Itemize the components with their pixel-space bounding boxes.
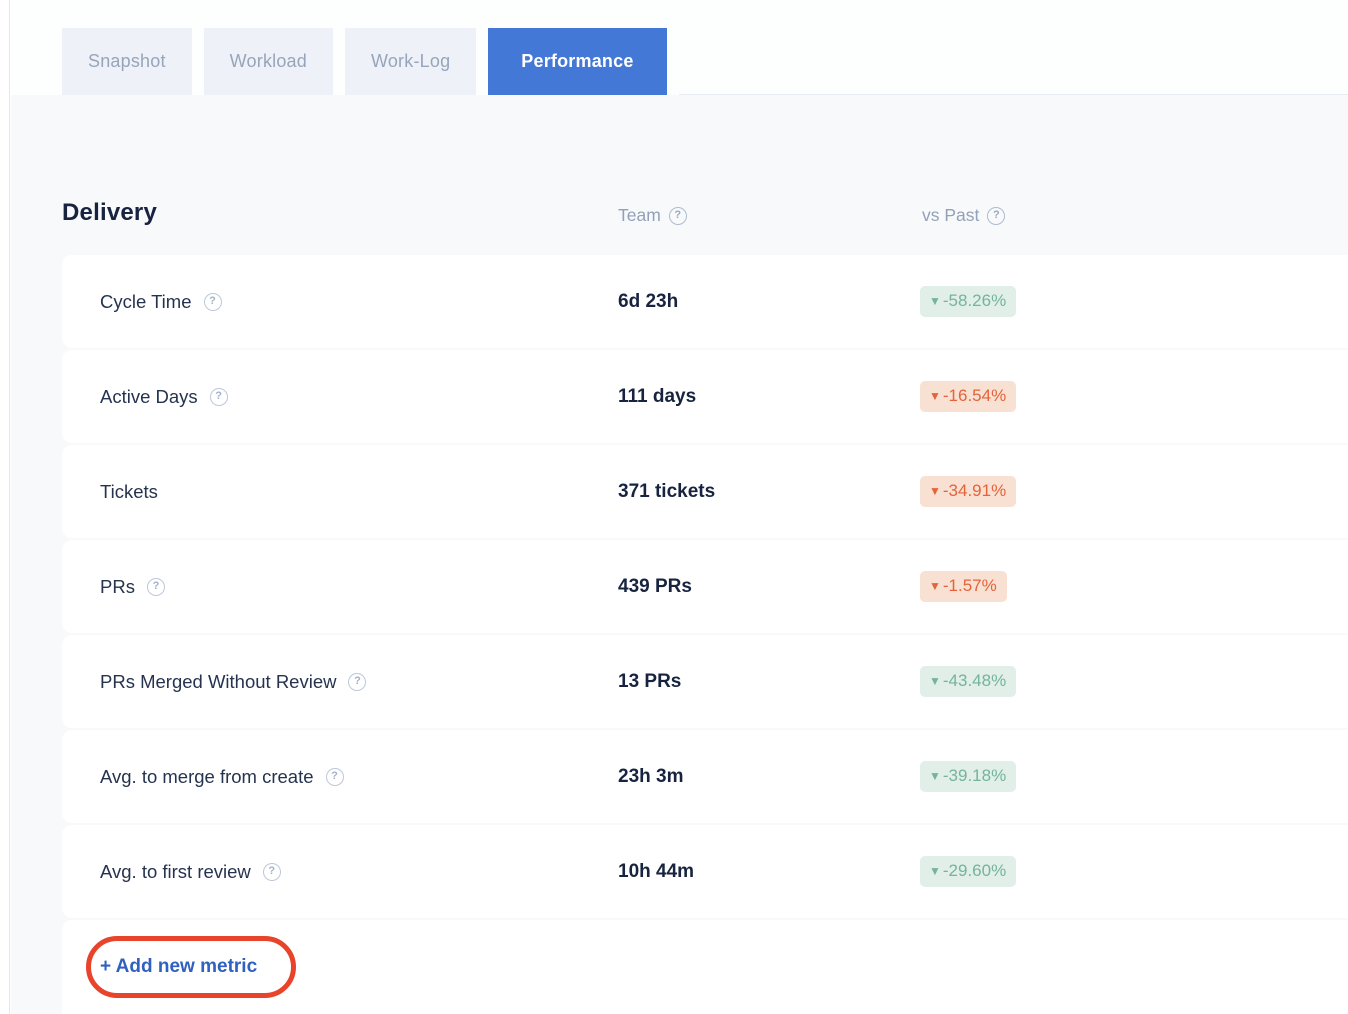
metric-value: 439 PRs bbox=[618, 575, 692, 597]
tab-snapshot[interactable]: Snapshot bbox=[62, 28, 192, 95]
help-icon[interactable]: ? bbox=[325, 767, 344, 786]
change-badge: ▼ -43.48% bbox=[920, 666, 1017, 697]
metric-label: Avg. to first review bbox=[100, 860, 251, 882]
change-badge: ▼ -29.60% bbox=[920, 856, 1017, 887]
metric-label-group: Avg. to first review ? bbox=[62, 861, 281, 883]
metric-label-group: PRs ? bbox=[62, 576, 165, 598]
down-arrow-icon: ▼ bbox=[929, 864, 941, 878]
change-percent: -34.91% bbox=[942, 481, 1007, 500]
change-badge: ▼ -1.57% bbox=[920, 571, 1007, 602]
section-title: Delivery bbox=[62, 199, 157, 226]
change-badge: ▼ -58.26% bbox=[920, 286, 1017, 317]
metric-row: PRs ? 439 PRs ▼ -1.57% bbox=[62, 540, 1348, 633]
metric-label-group: PRs Merged Without Review ? bbox=[62, 670, 367, 693]
change-badge: ▼ -34.91% bbox=[920, 476, 1017, 507]
metric-row: Cycle Time ? 6d 23h ▼ -58.26% bbox=[62, 255, 1348, 348]
change-percent: -29.60% bbox=[942, 861, 1007, 880]
help-icon[interactable]: ? bbox=[209, 387, 228, 406]
metric-label: PRs bbox=[100, 575, 135, 597]
metric-value: 23h 3m bbox=[618, 765, 684, 787]
down-arrow-icon: ▼ bbox=[929, 389, 941, 403]
help-icon[interactable]: ? bbox=[203, 292, 222, 311]
down-arrow-icon: ▼ bbox=[929, 579, 941, 593]
tabbar-divider bbox=[678, 28, 1348, 95]
metric-label-group: Avg. to merge from create ? bbox=[62, 766, 344, 788]
column-label: vs Past bbox=[922, 205, 980, 225]
help-icon[interactable]: ? bbox=[348, 672, 367, 691]
metric-value: 111 days bbox=[618, 385, 697, 407]
tab-workload[interactable]: Workload bbox=[203, 28, 333, 95]
add-metric-row: + Add new metric bbox=[62, 920, 1348, 1014]
column-label: Team bbox=[618, 205, 661, 225]
help-icon[interactable]: ? bbox=[987, 206, 1006, 225]
metric-row: Tickets ? 371 tickets ▼ -34.91% bbox=[62, 445, 1348, 538]
tab-bar: Snapshot Workload Work-Log Performance bbox=[11, 0, 1348, 95]
change-badge: ▼ -16.54% bbox=[920, 381, 1017, 412]
down-arrow-icon: ▼ bbox=[929, 769, 941, 783]
help-icon[interactable]: ? bbox=[146, 577, 165, 596]
metric-label-group: Cycle Time ? bbox=[62, 291, 222, 313]
add-new-metric-button[interactable]: + Add new metric bbox=[100, 956, 258, 977]
performance-page: Snapshot Workload Work-Log Performance Deli… bbox=[11, 0, 1348, 1014]
change-percent: -58.26% bbox=[942, 291, 1007, 310]
down-arrow-icon: ▼ bbox=[929, 674, 941, 688]
metric-row: Active Days ? 111 days ▼ -16.54% bbox=[62, 350, 1348, 443]
metric-row: PRs Merged Without Review ? 13 PRs ▼ -43… bbox=[62, 635, 1348, 728]
change-percent: -43.48% bbox=[942, 671, 1007, 690]
change-percent: -1.57% bbox=[942, 576, 997, 595]
metric-label: Tickets bbox=[100, 480, 158, 502]
help-icon[interactable]: ? bbox=[262, 862, 281, 881]
change-percent: -39.18% bbox=[942, 766, 1007, 785]
metric-label-group: Tickets ? bbox=[62, 481, 158, 503]
metric-value: 13 PRs bbox=[618, 670, 682, 692]
column-header-vs-past: vs Past ? bbox=[922, 205, 1006, 226]
tab-performance[interactable]: Performance bbox=[488, 28, 667, 95]
tab-work-log[interactable]: Work-Log bbox=[344, 28, 477, 95]
metrics-list: Cycle Time ? 6d 23h ▼ -58.26% Active Day… bbox=[62, 255, 1348, 1014]
delivery-section: Delivery Team ? vs Past ? Cycle Time ? 6… bbox=[11, 95, 1348, 1014]
metric-row: Avg. to first review ? 10h 44m ▼ -29.60% bbox=[62, 825, 1348, 918]
metric-label: Active Days bbox=[100, 385, 198, 407]
down-arrow-icon: ▼ bbox=[929, 294, 941, 308]
change-percent: -16.54% bbox=[942, 386, 1007, 405]
change-badge: ▼ -39.18% bbox=[920, 761, 1017, 792]
metric-label: Avg. to merge from create bbox=[100, 765, 314, 787]
metric-label: PRs Merged Without Review bbox=[100, 670, 337, 692]
metric-row: Avg. to merge from create ? 23h 3m ▼ -39… bbox=[62, 730, 1348, 823]
help-icon[interactable]: ? bbox=[668, 206, 687, 225]
metric-label: Cycle Time bbox=[100, 290, 192, 312]
metric-value: 371 tickets bbox=[618, 480, 716, 502]
column-header-team: Team ? bbox=[618, 205, 687, 226]
metric-label-group: Active Days ? bbox=[62, 386, 228, 408]
metric-value: 6d 23h bbox=[618, 290, 679, 312]
left-divider bbox=[0, 0, 10, 1014]
down-arrow-icon: ▼ bbox=[929, 484, 941, 498]
metric-value: 10h 44m bbox=[618, 860, 695, 882]
